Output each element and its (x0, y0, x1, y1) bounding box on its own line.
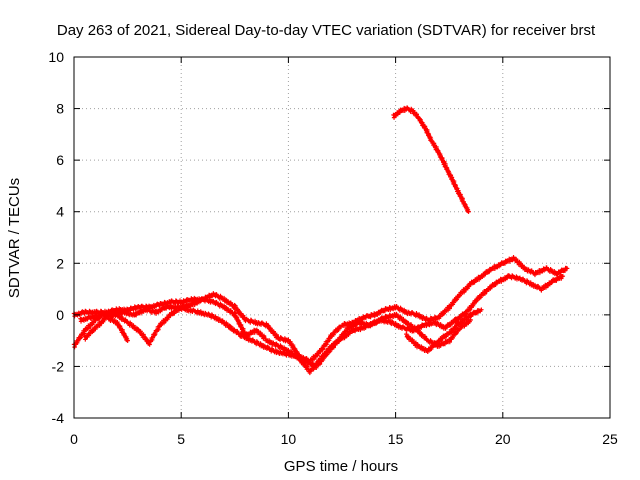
data-point (172, 311, 177, 316)
data-point (479, 307, 484, 312)
chart-title: Day 263 of 2021, Sidereal Day-to-day VTE… (57, 22, 596, 39)
data-points (71, 105, 570, 376)
x-tick-label: 15 (388, 431, 404, 447)
data-point (564, 266, 570, 271)
data-point (472, 280, 477, 285)
y-tick-label: 2 (56, 255, 64, 271)
data-point (78, 335, 83, 340)
plot-frame (73, 56, 611, 419)
y-tick-label: 10 (48, 49, 64, 65)
data-point (466, 209, 471, 214)
data-point (454, 297, 460, 302)
series-track-high (391, 105, 471, 214)
x-tick-label: 20 (495, 431, 511, 447)
series-track-short (82, 314, 130, 343)
data-point (352, 328, 358, 334)
data-point (336, 339, 342, 344)
y-tick-label: -2 (52, 358, 65, 374)
y-tick-label: 0 (56, 307, 64, 323)
x-tick-label: 0 (70, 431, 78, 447)
y-tick-label: -4 (52, 410, 65, 426)
x-axis-label: GPS time / hours (284, 458, 398, 475)
data-point (448, 322, 453, 328)
x-tick-label: 5 (177, 431, 185, 447)
axis-ticks: 0 5 10 15 20 25 -4 -2 0 2 4 6 8 10 (48, 49, 618, 447)
data-point (560, 273, 566, 279)
data-point (125, 338, 130, 343)
series-track-late (404, 307, 484, 355)
data-point (478, 295, 483, 300)
y-axis-label: SDTVAR / TECUs (6, 178, 23, 298)
grid (74, 57, 610, 418)
x-tick-label: 10 (281, 431, 297, 447)
y-tick-label: 6 (56, 152, 64, 168)
data-point (486, 269, 492, 275)
data-point (429, 346, 434, 352)
data-point (459, 320, 465, 325)
x-tick-label: 25 (602, 431, 618, 447)
series-track-main-c (71, 296, 473, 376)
y-tick-label: 4 (56, 204, 64, 220)
data-point (454, 330, 460, 335)
data-point (493, 282, 498, 287)
data-point (444, 334, 449, 339)
y-tick-label: 8 (56, 101, 64, 117)
